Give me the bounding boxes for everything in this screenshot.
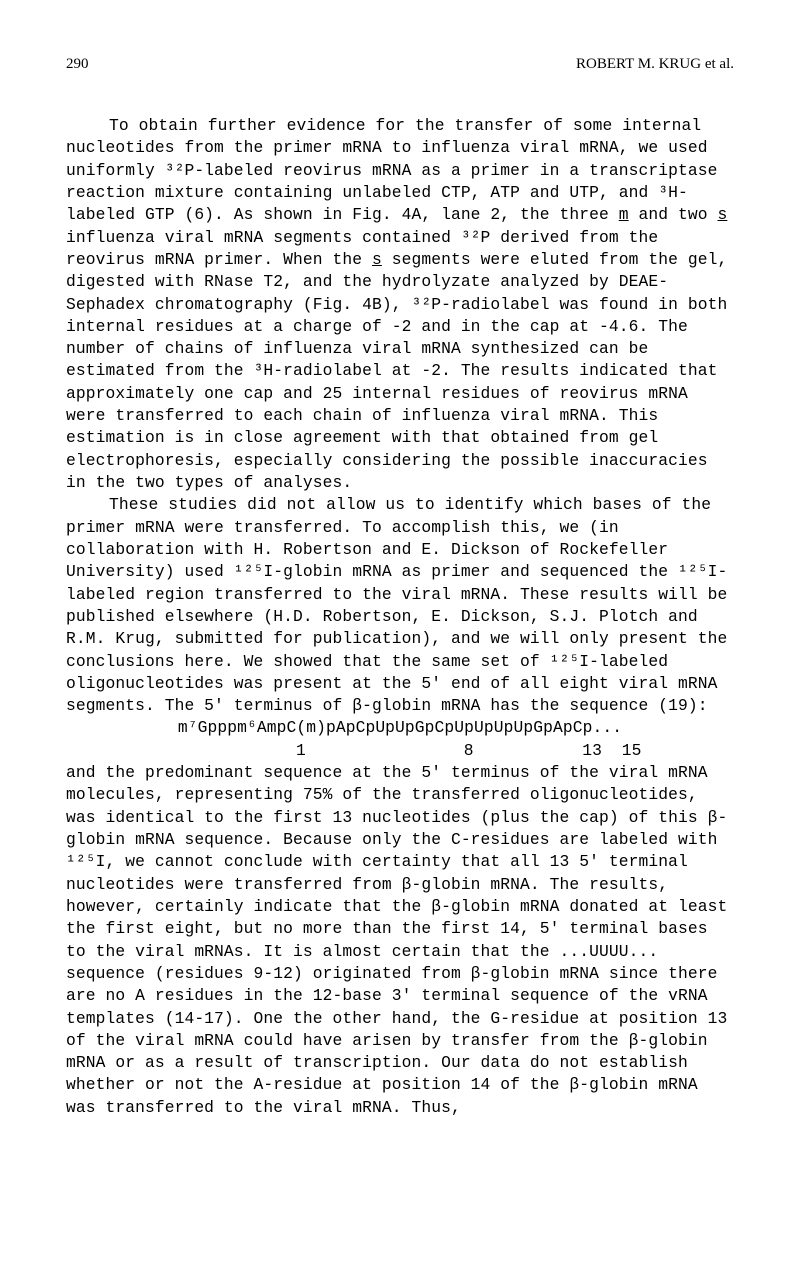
page-number: 290 (66, 56, 89, 73)
paragraph-1: To obtain further evidence for the trans… (66, 115, 734, 494)
body-text: To obtain further evidence for the trans… (66, 115, 734, 1119)
page-header: 290 ROBERT M. KRUG et al. (66, 56, 734, 73)
number-line: 1 8 13 15 (66, 740, 734, 762)
sequence-line: m⁷Gpppm⁶AmpC(m)pApCpUpUpGpCpUpUpUpUpGpAp… (66, 717, 734, 739)
p1-s1: s (717, 205, 727, 224)
p1-s2: s (372, 250, 382, 269)
paragraph-2: These studies did not allow us to identi… (66, 494, 734, 717)
paragraph-3: and the predominant sequence at the 5' t… (66, 762, 734, 1119)
p1-text-d: segments were eluted from the gel, diges… (66, 250, 727, 492)
p1-m: m (619, 205, 629, 224)
page-container: 290 ROBERT M. KRUG et al. To obtain furt… (0, 0, 800, 1179)
author-name: ROBERT M. KRUG et al. (576, 56, 734, 73)
p1-text-b: and two (629, 205, 718, 224)
